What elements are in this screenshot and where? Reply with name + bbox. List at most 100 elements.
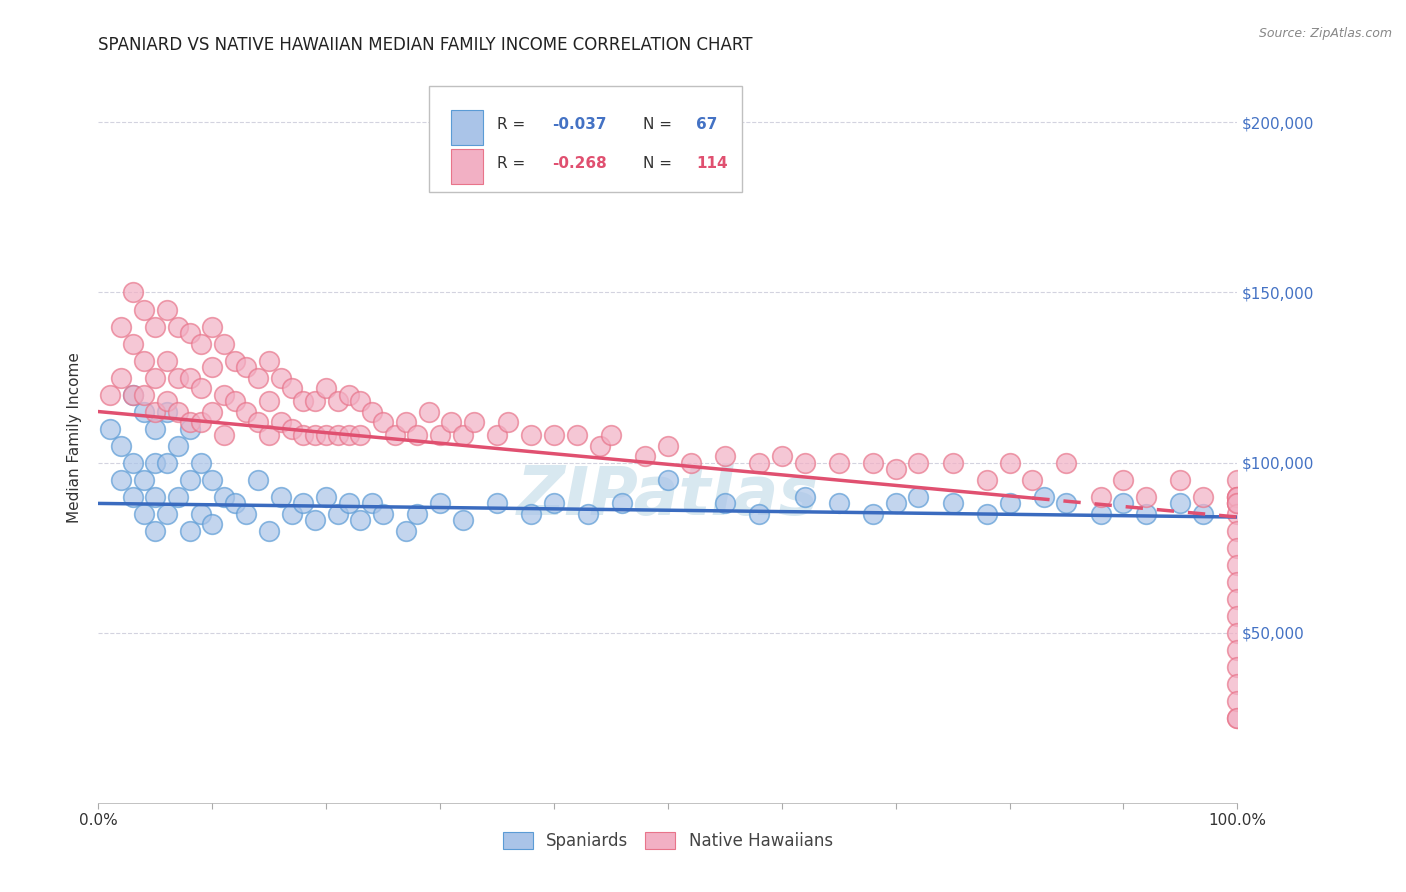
Point	[167, 490, 190, 504]
Point	[304, 513, 326, 527]
Point	[714, 449, 737, 463]
Point	[714, 496, 737, 510]
Text: Source: ZipAtlas.com: Source: ZipAtlas.com	[1258, 27, 1392, 40]
Point	[1032, 490, 1054, 504]
Point	[418, 404, 440, 418]
Point	[121, 336, 143, 351]
Point	[281, 421, 304, 435]
Point	[212, 387, 235, 401]
Point	[1226, 591, 1249, 606]
Point	[259, 524, 281, 538]
Y-axis label: Median Family Income: Median Family Income	[67, 351, 83, 523]
Point	[543, 496, 565, 510]
Point	[1226, 711, 1249, 725]
Point	[451, 428, 474, 442]
Point	[281, 381, 304, 395]
Point	[246, 415, 269, 429]
Point	[1226, 608, 1249, 623]
Point	[588, 439, 610, 453]
Point	[156, 302, 179, 317]
Point	[259, 428, 281, 442]
Point	[862, 507, 884, 521]
Point	[132, 404, 155, 418]
Point	[1056, 496, 1078, 510]
Point	[748, 507, 770, 521]
Text: N =: N =	[643, 117, 672, 132]
Point	[884, 496, 907, 510]
Point	[1226, 659, 1249, 673]
Point	[976, 473, 998, 487]
Point	[132, 353, 155, 368]
FancyBboxPatch shape	[451, 110, 484, 145]
Point	[110, 473, 132, 487]
Point	[907, 490, 929, 504]
Point	[292, 394, 315, 409]
Text: SPANIARD VS NATIVE HAWAIIAN MEDIAN FAMILY INCOME CORRELATION CHART: SPANIARD VS NATIVE HAWAIIAN MEDIAN FAMIL…	[98, 36, 754, 54]
Point	[1170, 496, 1192, 510]
Legend: Spaniards, Native Hawaiians: Spaniards, Native Hawaiians	[496, 825, 839, 856]
Point	[486, 496, 509, 510]
Point	[121, 456, 143, 470]
Point	[132, 473, 155, 487]
Text: R =: R =	[498, 117, 526, 132]
Point	[1090, 507, 1112, 521]
Point	[259, 394, 281, 409]
Point	[1135, 507, 1157, 521]
FancyBboxPatch shape	[451, 149, 484, 185]
Point	[1226, 490, 1249, 504]
Point	[770, 449, 793, 463]
Point	[132, 507, 155, 521]
Point	[793, 490, 815, 504]
Point	[190, 336, 212, 351]
Text: -0.037: -0.037	[551, 117, 606, 132]
Point	[132, 387, 155, 401]
Point	[201, 404, 224, 418]
Point	[246, 473, 269, 487]
Point	[98, 387, 121, 401]
Point	[337, 387, 360, 401]
Point	[121, 285, 143, 300]
Text: 67: 67	[696, 117, 717, 132]
Point	[156, 404, 179, 418]
Point	[862, 456, 884, 470]
Point	[520, 428, 543, 442]
Text: 114: 114	[696, 156, 728, 171]
Point	[179, 326, 201, 341]
Point	[429, 496, 451, 510]
Point	[315, 381, 337, 395]
Point	[326, 428, 349, 442]
Point	[190, 507, 212, 521]
Point	[349, 513, 371, 527]
Point	[1112, 473, 1135, 487]
Point	[121, 387, 143, 401]
Point	[1112, 496, 1135, 510]
Point	[326, 394, 349, 409]
Point	[384, 428, 406, 442]
Point	[1226, 524, 1249, 538]
Point	[179, 524, 201, 538]
Point	[110, 439, 132, 453]
Point	[371, 415, 394, 429]
Point	[145, 370, 167, 384]
Point	[1226, 642, 1249, 657]
Point	[612, 496, 634, 510]
Point	[132, 302, 155, 317]
Point	[349, 394, 371, 409]
Point	[942, 496, 965, 510]
Point	[201, 473, 224, 487]
Point	[156, 507, 179, 521]
Point	[1056, 456, 1078, 470]
Point	[942, 456, 965, 470]
Point	[110, 319, 132, 334]
Point	[486, 428, 509, 442]
Point	[1226, 473, 1249, 487]
Point	[212, 428, 235, 442]
Point	[235, 404, 257, 418]
Point	[395, 415, 418, 429]
Point	[884, 462, 907, 476]
Point	[679, 456, 702, 470]
Point	[828, 496, 851, 510]
Point	[1226, 711, 1249, 725]
Point	[145, 421, 167, 435]
Point	[998, 496, 1021, 510]
